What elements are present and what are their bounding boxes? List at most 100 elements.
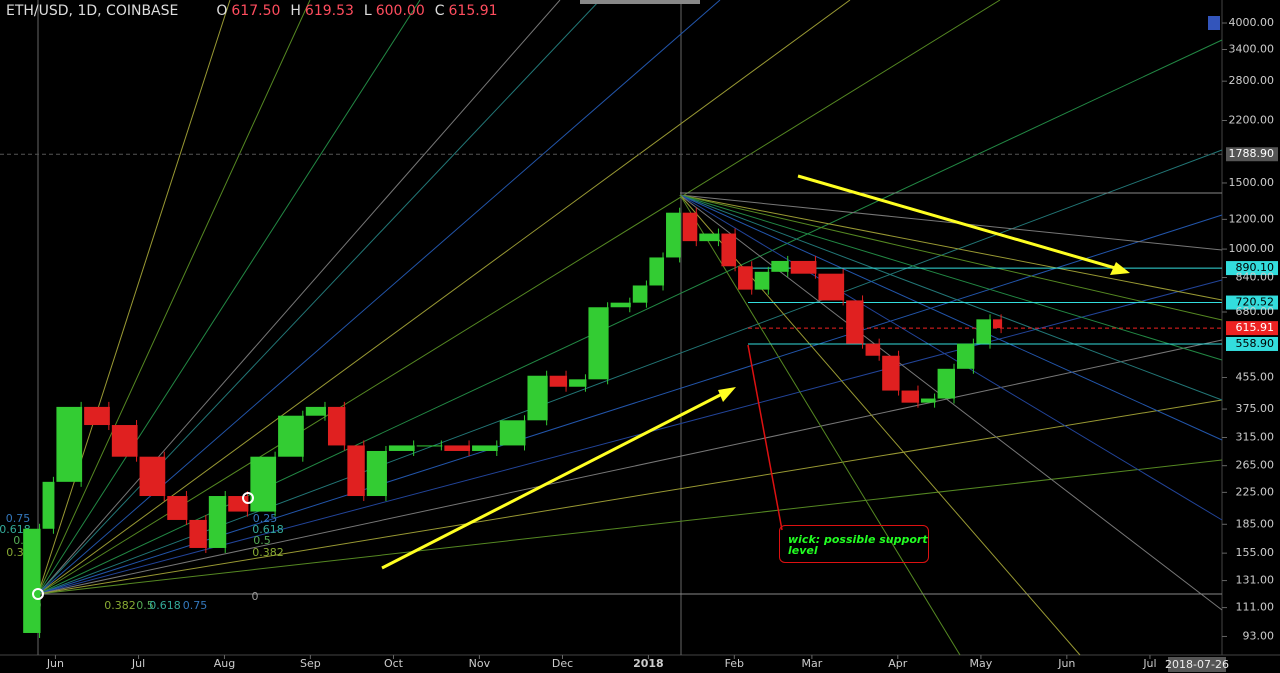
candle-body: [920, 398, 936, 403]
candle-body: [139, 456, 166, 497]
y-tick-label: 1500.00: [1229, 176, 1275, 189]
y-tick-label: 131.00: [1236, 574, 1275, 587]
y-tick-label: 4000.00: [1229, 16, 1275, 29]
candle-body: [305, 406, 326, 416]
y-tick-label: 93.00: [1243, 629, 1275, 642]
y-tick-label: 2800.00: [1229, 74, 1275, 87]
y-tick-label: 315.00: [1236, 430, 1275, 443]
ohlc-value: 619.53: [304, 3, 354, 19]
y-tick-label: 3400.00: [1229, 43, 1275, 56]
y-tick-label: 2200.00: [1229, 114, 1275, 127]
x-tick-label: Mar: [802, 657, 823, 670]
y-tick-label: 111.00: [1236, 601, 1275, 614]
fan-line: [37, 459, 1223, 595]
candle-body: [588, 307, 609, 380]
candle-body: [499, 420, 526, 446]
fan-line: [37, 279, 1223, 595]
candle-body: [388, 445, 415, 451]
y-tick-label: 225.00: [1236, 485, 1275, 498]
fan-line: [37, 0, 1001, 595]
fib-label: 0.5: [136, 599, 154, 612]
y-tick-label: 840.00: [1236, 271, 1275, 284]
gann-fans: 0.3820.50.6180.75000.750.6180.50.3820.25…: [0, 0, 1223, 656]
candle-body: [347, 445, 365, 497]
fib-label: 0.25: [253, 512, 278, 525]
price-tag-label: 558.90: [1236, 337, 1275, 350]
fan-line: [37, 0, 311, 595]
arrow: [381, 389, 729, 570]
candle-body: [56, 406, 83, 482]
fan-line: [37, 0, 851, 595]
candle-body: [682, 212, 698, 242]
ohlc-value: 617.50: [231, 3, 281, 19]
candle-body: [956, 343, 975, 369]
price-tag: [1226, 261, 1278, 276]
candle-body: [937, 368, 955, 399]
fan-line: [679, 194, 1081, 656]
x-tick-label: 2018: [633, 657, 664, 670]
ohlc-key: O: [216, 3, 228, 19]
arrow: [797, 174, 1123, 272]
fan-anchor: [32, 588, 44, 600]
x-tick-label: Aug: [214, 657, 235, 670]
candle-body: [189, 519, 207, 548]
ohlc-key: C: [434, 3, 445, 19]
candle-body: [111, 425, 138, 457]
fan-line: [37, 0, 561, 595]
fan-line: [37, 399, 1223, 595]
candle-body: [444, 445, 471, 451]
toolbar-handle[interactable]: [580, 0, 700, 4]
symbol[interactable]: ETH/USD, 1D, COINBASE: [6, 3, 179, 19]
arrow-head: [718, 387, 736, 402]
fan-line: [37, 0, 601, 595]
annotation: wick: possible support level: [779, 525, 929, 563]
fan-line: [37, 149, 1223, 595]
fib-label: 0.382: [104, 599, 136, 612]
candle-body: [754, 271, 770, 290]
candle-body: [549, 375, 568, 387]
ohlc-value: 600.00: [375, 3, 425, 19]
ohlc-key: H: [290, 3, 301, 19]
fib-label: 0.618: [252, 523, 284, 536]
candle-body: [976, 319, 992, 344]
ohlc-key: L: [363, 3, 372, 19]
candle-body: [84, 406, 110, 426]
y-tick-label: 265.00: [1236, 459, 1275, 472]
date-label: 2018-07-26: [1165, 658, 1229, 671]
x-tick-label: Sep: [300, 657, 321, 670]
fib-label: 0.618: [149, 599, 181, 612]
candle-body: [699, 233, 720, 242]
y-tick-label: 155.00: [1236, 546, 1275, 559]
fan-line: [679, 194, 1223, 521]
candle-body: [23, 528, 41, 633]
x-tick-label: Jun: [46, 657, 64, 670]
candle-body: [790, 260, 817, 274]
price-tag: [1226, 295, 1278, 310]
y-tick-label: 680.00: [1236, 305, 1275, 318]
candle-body: [649, 257, 665, 286]
y-tick-label: 375.00: [1236, 402, 1275, 415]
candle-body: [366, 450, 387, 497]
price-lines: 1788.90 890.10 720.52 615.91 558.90: [0, 147, 1278, 351]
candle-body: [416, 445, 443, 447]
candle-body: [993, 319, 1003, 329]
fib-label: 0.382: [252, 546, 284, 559]
fib-label: 0.618: [0, 523, 31, 536]
fan-line: [37, 0, 721, 595]
info-icon[interactable]: [1208, 16, 1220, 30]
candle-body: [901, 390, 919, 403]
y-tick-label: 455.00: [1236, 371, 1275, 384]
x-tick-label: Dec: [552, 657, 573, 670]
x-tick-label: May: [970, 657, 993, 670]
candle-body: [666, 212, 681, 258]
candle-body: [327, 406, 346, 446]
price-tag-label: 890.10: [1236, 261, 1275, 274]
candle-body: [208, 496, 227, 548]
candle-body: [167, 496, 188, 520]
fan-anchor: [242, 492, 254, 504]
candles: [23, 207, 1003, 638]
candle-body: [882, 355, 900, 391]
y-tick-label: 1000.00: [1229, 242, 1275, 255]
